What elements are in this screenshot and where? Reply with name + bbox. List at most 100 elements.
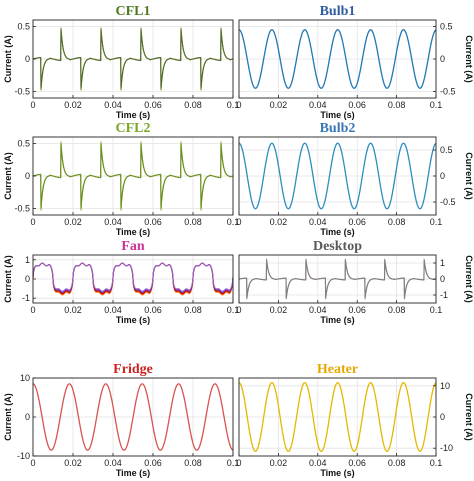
- fan-y-tick-label: 0: [25, 274, 30, 284]
- fan-x-tick-label: 0.04: [104, 305, 122, 315]
- cfl2-y-tick-label: 0.5: [17, 139, 30, 149]
- panel-bulb1: 0 0.02 0.04 0.06 0.08 0.1 0.5 0 -0.5 Time (s) Curr…: [236, 4, 474, 120]
- cfl2-y-tick-label: -0.5: [14, 204, 30, 214]
- panel-desktop: 0 0.02 0.04 0.06 0.08 0.1 1 0 -1 Time (s) Current …: [236, 239, 474, 325]
- desktop-x-axis-label: Time (s): [320, 315, 354, 325]
- bulb1-x-tick-label: 0.08: [388, 100, 406, 110]
- desktop-x-tick-label: 0.02: [270, 305, 288, 315]
- bulb2-x-tick-label: 0.08: [388, 217, 406, 227]
- fan-y-tick-label: -1: [22, 293, 30, 303]
- bulb2-x-tick-label: 0.06: [348, 217, 366, 227]
- bulb1-x-tick-label: 0: [236, 100, 241, 110]
- cfl1-x-axis-label: Time (s): [116, 110, 150, 120]
- bulb1-y-tick-label: 0.5: [440, 22, 453, 32]
- heater-x-tick-label: 0.02: [270, 458, 288, 468]
- cfl1-title: CFL1: [116, 4, 151, 19]
- bulb2-x-tick-label: 0.04: [309, 217, 327, 227]
- cfl1-y-axis-label: Current (A): [3, 35, 13, 83]
- bulb2-y-tick-label: 0: [440, 171, 445, 181]
- heater-x-tick-label: 0.04: [309, 458, 327, 468]
- desktop-y-tick-label: 1: [440, 258, 445, 268]
- bulb2-title: Bulb2: [320, 121, 356, 136]
- cfl2-x-axis-label: Time (s): [116, 227, 150, 237]
- cfl1-y-tick-label: 0: [25, 54, 30, 64]
- fridge-x-tick-label: 0: [30, 458, 35, 468]
- cfl1-x-tick-label: 0: [30, 100, 35, 110]
- heater-x-tick-label: 0.08: [388, 458, 406, 468]
- cfl2-x-tick-label: 0.06: [144, 217, 162, 227]
- panel-heater: 0 0.02 0.04 0.06 0.08 0.1 10 0 -10 Time (s) Curren…: [236, 362, 474, 478]
- fan-x-tick-label: 0.02: [64, 305, 82, 315]
- heater-y-tick-label: 0: [440, 412, 445, 422]
- bulb2-y-tick-label: -0.5: [440, 197, 456, 207]
- fridge-x-tick-label: 0.04: [104, 458, 122, 468]
- bulb1-x-tick-label: 0.04: [309, 100, 327, 110]
- cfl1-y-tick-label: -0.5: [14, 87, 30, 97]
- fan-x-axis-label: Time (s): [116, 315, 150, 325]
- fridge-x-tick-label: 0.08: [184, 458, 202, 468]
- fridge-y-axis-label: Current (A): [3, 393, 13, 441]
- fridge-y-tick-label: 10: [20, 373, 30, 383]
- cfl1-x-tick-label: 0.08: [184, 100, 202, 110]
- bulb1-y-tick-label: -0.5: [440, 87, 456, 97]
- cfl2-y-tick-label: 0: [25, 171, 30, 181]
- bulb2-x-tick-label: 0: [236, 217, 241, 227]
- fan-x-tick-label: 0: [30, 305, 35, 315]
- heater-y-tick-label: -10: [440, 443, 453, 453]
- cfl1-y-tick-label: 0.5: [17, 22, 30, 32]
- fridge-x-tick-label: 0.06: [144, 458, 162, 468]
- bulb2-x-tick-label: 0.02: [270, 217, 288, 227]
- bulb1-x-tick-label: 0.06: [348, 100, 366, 110]
- bulb1-y-tick-label: 0: [440, 54, 445, 64]
- fridge-y-tick-label: 0: [25, 412, 30, 422]
- heater-x-tick-label: 0.06: [348, 458, 366, 468]
- panel-bulb2: 0 0.02 0.04 0.06 0.08 0.1 0.5 0 -0.5 Time (s) Curr…: [236, 121, 474, 237]
- heater-y-axis-label: Current (A): [464, 393, 474, 441]
- heater-x-axis-label: Time (s): [320, 468, 354, 478]
- desktop-title: Desktop: [313, 239, 362, 254]
- heater-x-tick-label: 0.1: [430, 458, 443, 468]
- cfl2-x-tick-label: 0.04: [104, 217, 122, 227]
- cfl2-x-tick-label: 0.08: [184, 217, 202, 227]
- fan-title: Fan: [121, 239, 145, 254]
- fan-x-tick-label: 0.06: [144, 305, 162, 315]
- fridge-x-tick-label: 0.02: [64, 458, 82, 468]
- bulb1-x-tick-label: 0.02: [270, 100, 288, 110]
- heater-y-tick-label: 10: [440, 381, 450, 391]
- desktop-x-tick-label: 0.04: [309, 305, 327, 315]
- cfl2-y-axis-label: Current (A): [3, 152, 13, 200]
- fan-x-tick-label: 0.08: [184, 305, 202, 315]
- desktop-x-tick-label: 0.1: [430, 305, 443, 315]
- heater-title: Heater: [317, 362, 358, 377]
- bulb1-y-axis-label: Current (A): [464, 35, 474, 83]
- cfl1-x-tick-label: 0.06: [144, 100, 162, 110]
- bulb2-x-axis-label: Time (s): [320, 227, 354, 237]
- fridge-title: Fridge: [113, 362, 153, 377]
- desktop-x-tick-label: 0.06: [348, 305, 366, 315]
- cfl1-x-tick-label: 0.04: [104, 100, 122, 110]
- bulb2-y-tick-label: 0.5: [440, 145, 453, 155]
- desktop-y-tick-label: -1: [440, 290, 448, 300]
- desktop-x-tick-label: 0.08: [388, 305, 406, 315]
- cfl2-x-tick-label: 0: [30, 217, 35, 227]
- cfl1-x-tick-label: 0.02: [64, 100, 82, 110]
- bulb1-title: Bulb1: [320, 4, 356, 19]
- bulb2-y-axis-label: Current (A): [464, 152, 474, 200]
- desktop-y-tick-label: 0: [440, 274, 445, 284]
- fan-y-axis-label: Current (A): [3, 255, 13, 303]
- bulb1-x-axis-label: Time (s): [320, 110, 354, 120]
- desktop-y-axis-label: Current (A): [464, 255, 474, 303]
- fan-y-tick-label: 1: [25, 255, 30, 265]
- heater-x-tick-label: 0: [236, 458, 241, 468]
- cfl2-title: CFL2: [116, 121, 151, 136]
- desktop-x-tick-label: 0: [236, 305, 241, 315]
- fridge-y-tick-label: -10: [17, 451, 30, 461]
- cfl2-x-tick-label: 0.02: [64, 217, 82, 227]
- fridge-x-axis-label: Time (s): [116, 468, 150, 478]
- bulb2-x-tick-label: 0.1: [430, 217, 443, 227]
